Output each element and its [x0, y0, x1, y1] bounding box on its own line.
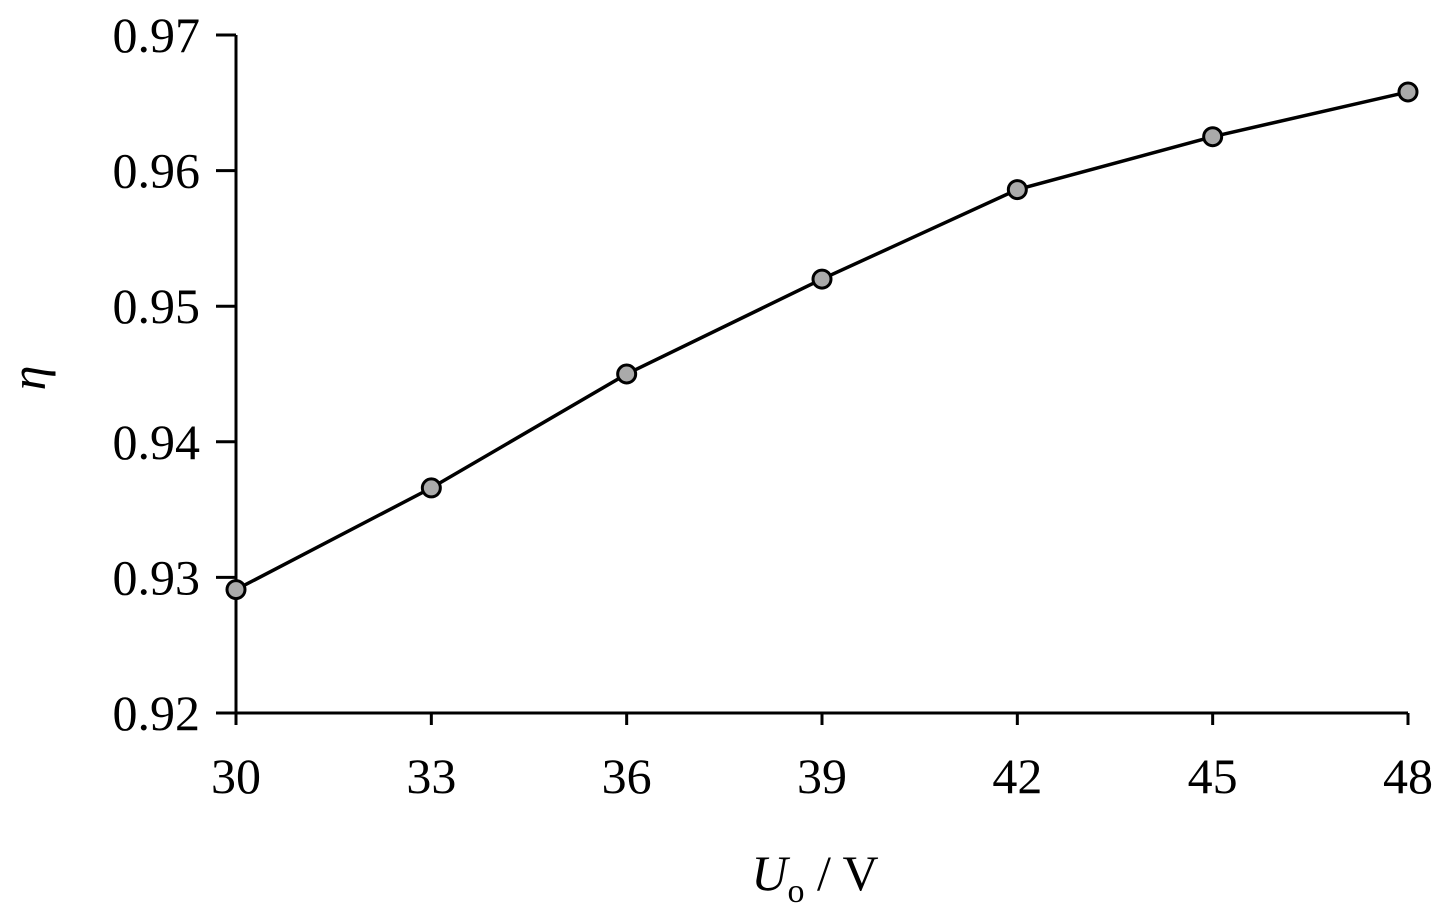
y-tick-label: 0.95 [113, 278, 201, 334]
x-label-unit: / V [805, 845, 879, 901]
x-tick-label: 39 [797, 748, 847, 804]
y-tick-label: 0.97 [113, 7, 201, 63]
data-line [235, 90, 1409, 592]
y-tick-label: 0.92 [113, 685, 201, 741]
data-point [811, 268, 833, 290]
x-tick-label: 45 [1188, 748, 1238, 804]
data-point [616, 363, 638, 385]
data-point [420, 477, 442, 499]
y-tick-label: 0.93 [113, 549, 201, 605]
data-point [225, 579, 247, 601]
data-point [1202, 126, 1224, 148]
x-tick-label: 33 [406, 748, 456, 804]
x-label-symbol: U [751, 845, 790, 901]
data-point [1006, 179, 1028, 201]
x-tick-label: 30 [211, 748, 261, 804]
y-axis-label: η [0, 366, 56, 391]
x-tick-label: 48 [1383, 748, 1433, 804]
y-tick-label: 0.94 [113, 414, 201, 470]
data-point [1397, 81, 1419, 103]
x-tick-label: 36 [602, 748, 652, 804]
x-axis-label: Uo / V [751, 845, 878, 910]
x-tick-label: 42 [992, 748, 1042, 804]
y-tick-label: 0.96 [113, 143, 201, 199]
x-label-subscript: o [788, 873, 805, 910]
